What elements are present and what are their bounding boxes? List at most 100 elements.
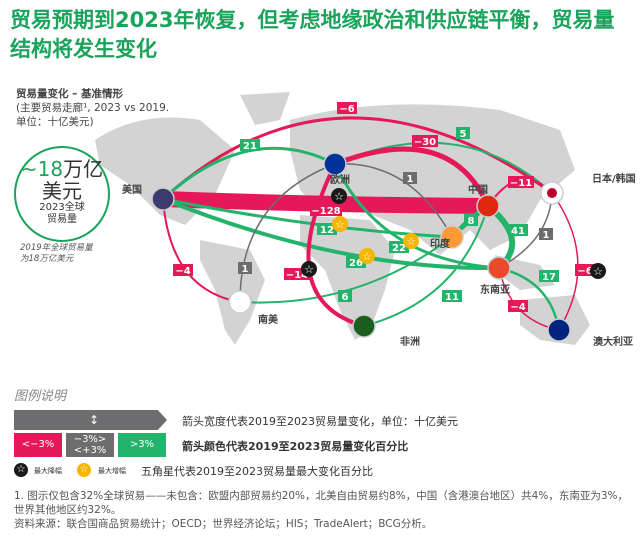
label-bg [456,127,470,139]
subtitle-unit: 单位：十亿美元) [16,116,94,128]
flow-value: 6 [342,292,349,303]
flow-eu-india [334,163,453,238]
legend-color-text: 箭头颜色代表2019至2023贸易量变化百分比 [182,440,409,453]
subtitle-heading: 贸易量变化 – 基准情形 [16,88,124,100]
china-flag-icon [476,194,500,218]
flow-value-label: −30 [412,135,438,148]
trade-unit: 万亿 [63,157,104,181]
flow-africa-china [363,205,489,327]
japan-sun-icon [547,188,557,198]
subtitle-line: (主要贸易走廊¹, 2023 vs 2019. [16,102,170,114]
max-increase-star-icon [359,248,375,264]
label-bg [240,139,260,151]
flow-eu-china [334,146,491,208]
max-increase-label: 最大增幅 [98,467,126,475]
flow-us-china [162,191,489,214]
label-bg [508,224,528,236]
region-label-eu: 欧洲 [330,173,350,186]
flow-value: 41 [511,226,525,237]
label-bg [442,290,462,302]
flow-value-label: 1 [539,228,553,241]
star-glyph: ☆ [334,190,344,203]
star-glyph: ☆ [406,235,416,248]
note-line: 2019年全球贸易量 [20,243,93,253]
label-bg [317,223,337,235]
neutral-line: −3%> [73,434,107,445]
flow-value: −14 [286,270,308,281]
page-title: 贸易预期到2023年恢复，但考虑地缘政治和供应链平衡，贸易量结构将发生变化 [10,8,615,61]
max-decline-star-icon [301,261,317,277]
region-label-china: 中国 [468,183,488,196]
double-arrow-icon: ↕ [89,413,100,427]
yellow-star-icon: ☆ [77,463,91,477]
max-decline-star-icon [331,188,347,204]
flow-value-label: 8 [464,214,478,227]
legend-neutral-box: −3%> <+3% [66,433,114,457]
india-flag-icon [440,225,464,249]
flow-value: −30 [414,137,436,148]
max-decline-label: 最大降幅 [34,467,62,475]
legend-star-text: 五角星代表2019至2023贸易量最大变化百分比 [141,465,373,478]
flow-south_america-eu [239,163,336,303]
stars: ☆ ☆ ☆ ☆ ☆ ☆ [301,188,606,279]
legend-title: 图例说明 [14,389,67,404]
neutral-line: <+3% [73,445,107,456]
flow-value-label: 11 [442,290,462,303]
region-label-us: 美国 [122,183,142,196]
flow-value: 26 [349,258,363,269]
black-star-icon: ☆ [14,463,28,477]
us-flag-icon [151,187,175,211]
flow-value-label: −4 [508,300,528,313]
flow-value: −11 [510,178,532,189]
note-line: 为18万亿美元 [20,254,74,264]
star-glyph: ☆ [362,250,372,263]
label-bg [508,176,534,188]
flow-value: 11 [445,292,459,303]
flow-value: −6 [577,266,592,277]
legend-width-arrow: ↕ [14,410,167,430]
legend-decline-box: <−3% [14,433,62,457]
flow-value: 8 [468,216,475,227]
legend-growth-box: >3% [118,433,166,457]
footnote-text: 1. 图示仅包含32%全球贸易——未包含：欧盟内部贸易约20%，北美自由贸易约8… [14,490,629,516]
flow-us-japan_korea [161,116,553,201]
label-bg [173,264,193,276]
trade-approx: ~18 [20,157,64,181]
max-increase-star-icon [332,216,348,232]
flow-value: 22 [392,243,406,254]
region-label-sea: 东南亚 [480,283,510,296]
flow-value-label: 41 [508,224,528,237]
south-america-flag-icon [228,290,252,314]
flow-value-label: −6 [575,264,595,277]
label-bg [508,300,528,312]
flow-value: 21 [243,141,257,152]
flow-value-label: 1 [238,262,252,275]
africa-flag-icon [352,314,376,338]
global-trade-circle: ~18万亿 美元 2023全球 贸易量 [14,146,110,242]
flow-value-label: 12 [317,223,337,236]
flow-value: −128 [311,206,340,217]
region-nodes [151,152,571,342]
label-bg [539,228,553,240]
source-text: 资料来源：联合国商品贸易统计；OECD；世界经济论坛；HIS；TradeAler… [14,518,433,530]
flow-value: 1 [242,264,249,275]
trade-label: 贸易量 [47,214,77,225]
note-2019: 2019年全球贸易量 为18万亿美元 [20,243,93,265]
australia-flag-icon [547,318,571,342]
label-bg [403,172,417,184]
flow-value-label: −4 [173,264,193,277]
flow-value: −6 [339,104,354,115]
flow-value: 12 [320,225,334,236]
eu-flag-icon [323,152,347,176]
region-label-south-america: 南美 [258,313,279,326]
label-bg [337,102,357,114]
flow-value-label: −128 [310,204,342,217]
label-bg [575,264,595,276]
label-bg [338,290,352,302]
flow-value-label: −6 [337,102,357,115]
flow-value: 1 [407,174,414,185]
flow-value-label: 5 [456,127,470,140]
flow-japan_korea-australia [551,192,579,331]
flow-value: 5 [460,129,467,140]
sea-flag-icon [487,256,511,280]
